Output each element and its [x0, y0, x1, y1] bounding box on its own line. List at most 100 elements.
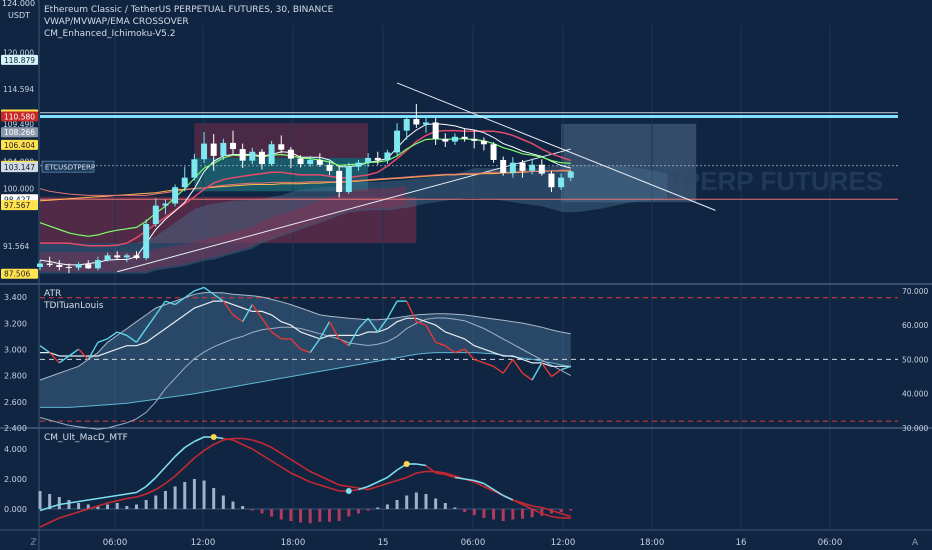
price-badge-bg-9 [1, 200, 38, 211]
macd-line-seg-31 [329, 487, 340, 492]
candle-body-16 [191, 159, 198, 178]
tdi-label[interactable]: TDITuanLouis [44, 301, 104, 311]
macd-hist-bar-54 [559, 509, 563, 512]
time-axis-label: 18:00 [640, 538, 665, 548]
macd-cross-marker-0 [210, 434, 217, 440]
tdi-trade-seg-52 [531, 362, 543, 381]
macd-hist-bar-27 [299, 509, 303, 523]
atr-axis-tick: 3.400 [4, 293, 27, 302]
macd-line-seg-36 [377, 476, 388, 483]
ichimoku-cloud-bear [40, 185, 407, 272]
tdi-trade-seg-17 [194, 286, 205, 292]
tdi-trade-seg-12 [145, 314, 157, 329]
tdi-trade-seg-41 [425, 324, 437, 343]
time-axis-label: 06:00 [461, 538, 486, 548]
tdi-axis-tick: 60.000 [902, 321, 928, 330]
macd-line-seg-21 [232, 439, 243, 446]
macd-hist-bar-7 [106, 504, 110, 509]
macd-hist-bar-42 [443, 503, 447, 509]
macd-line-seg-3 [59, 502, 70, 506]
macd-line-seg-50 [512, 499, 523, 506]
symbol-tag-bg [41, 160, 95, 173]
macd-hist-bar-10 [135, 504, 138, 509]
candle-body-51 [529, 164, 536, 171]
macd-hist-bar-31 [337, 509, 341, 521]
macd-line-seg-30 [319, 484, 330, 489]
macd-hist-bar-22 [250, 509, 254, 511]
macd-hist-bar-19 [221, 495, 225, 509]
candle-body-33 [355, 162, 362, 167]
macd-line-seg-46 [474, 479, 485, 485]
macd-hist-bar-32 [347, 509, 351, 517]
candle-body-46 [480, 140, 487, 145]
candle-body-21 [239, 149, 246, 161]
candle-body-13 [162, 203, 169, 206]
candle-body-3 [65, 266, 72, 268]
atr-axis-tick: 2.600 [4, 398, 27, 407]
study-vwap[interactable]: VWAP/MVWAP/EMA CROSSOVER [44, 17, 189, 27]
candle-body-40 [423, 122, 429, 125]
price-badge-text: 87.506 [4, 270, 30, 279]
macd-hist-bar-33 [356, 509, 360, 514]
chart-title[interactable]: Ethereum Classic / TetherUS PERPETUAL FU… [44, 5, 334, 15]
tdi-trade-seg-16 [184, 290, 195, 299]
tdi-band-fill [40, 292, 571, 408]
tdi-band-upper [39, 292, 571, 381]
price-badge-bg-3 [1, 127, 38, 138]
macd-line-seg-1 [39, 506, 50, 512]
tdi-trade-seg-22 [242, 304, 253, 323]
macd-pane [38, 434, 573, 528]
tdi-trade-seg-3 [58, 355, 70, 364]
candle-body-5 [85, 264, 92, 269]
atr-axis-tick: 2.400 [4, 424, 27, 433]
candle-body-27 [297, 158, 304, 165]
macd-axis-tick: 0.000 [4, 505, 27, 514]
candle-body-12 [152, 205, 159, 225]
macd-line-seg-52 [531, 508, 543, 515]
macd-line-seg-53 [541, 512, 552, 518]
tdi-signal-line [40, 300, 571, 367]
macd-label[interactable]: CM_Ult_MacD_MTF [44, 433, 128, 443]
macd-hist-bar-34 [366, 509, 370, 511]
candle-body-25 [278, 144, 285, 150]
tdi-trade-seg-9 [116, 331, 128, 337]
macd-hist-bar-48 [501, 509, 505, 521]
tdi-trade-seg-48 [493, 365, 504, 374]
macd-line-seg-49 [502, 494, 514, 501]
study-ichimoku[interactable]: CM_Enhanced_Ichimoku-V5.2 [44, 29, 176, 39]
candle-body-34 [365, 157, 372, 163]
macd-hist-bar-35 [376, 507, 380, 509]
macd-hist-bar-37 [395, 500, 399, 509]
candles-layer [37, 104, 574, 274]
macd-line-seg-51 [522, 503, 533, 510]
tdi-trade-seg-2 [49, 352, 60, 364]
macd-line-seg-37 [386, 469, 398, 479]
atr-label[interactable]: ATR [44, 289, 62, 299]
macd-line-seg-13 [155, 466, 167, 479]
tdi-trade-seg-25 [271, 331, 282, 340]
ema-fast-line [39, 138, 571, 237]
macd-hist-bar-18 [212, 488, 216, 509]
tdi-band-lower [40, 352, 571, 408]
watermark-text: ETCUSDTPERP FUTURES [560, 166, 883, 196]
tdi-trade-seg-54 [551, 369, 562, 378]
macd-hist-bar-50 [521, 509, 524, 519]
tdi-trade-seg-24 [261, 317, 273, 333]
price-axis-tick: 100.000 [3, 185, 34, 194]
price-badge-bg-2 [1, 111, 38, 122]
price-axis-top-tick: 124.000 [2, 0, 36, 8]
tdi-trade-seg-6 [87, 341, 99, 360]
axes-layer: 3.400 3.200 3.000 2.800 2.600 2.400 70.000 60.0… [1, 48, 928, 548]
macd-hist-bar-17 [202, 480, 206, 509]
macd-hist-bar-1 [48, 494, 52, 509]
candle-body-8 [114, 255, 121, 258]
macd-line-seg-29 [309, 481, 321, 486]
macd-hist-bar-29 [318, 509, 322, 522]
ichimoku-conversion-line [39, 123, 571, 266]
price-axis-currency: USDT [8, 11, 30, 20]
price-badge-bg-6 [1, 162, 38, 173]
macd-axis-tick: 2.000 [4, 475, 27, 484]
